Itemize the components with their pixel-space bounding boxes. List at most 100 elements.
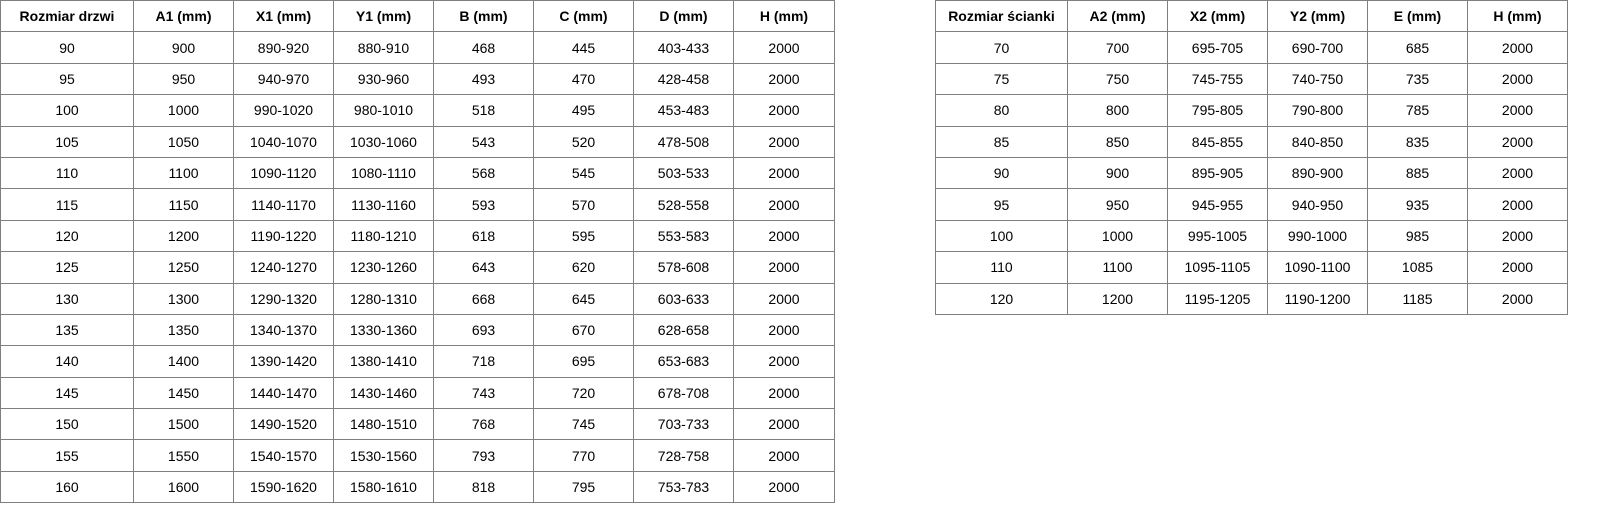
column-header: X1 (mm) [233,0,334,33]
table-cell: 1500 [133,408,234,441]
table-cell: 545 [533,156,634,190]
table-cell: 950 [1067,188,1168,221]
table-cell: 1250 [133,251,234,284]
table-cell: 2000 [1467,188,1568,221]
table-cell: 890-900 [1267,156,1368,190]
table-cell: 2000 [1467,62,1568,96]
table-cell: 703-733 [633,408,734,441]
table-cell: 745 [533,408,634,441]
table-cell: 1190-1220 [233,219,334,253]
table-cell: 668 [433,282,534,315]
table-cell: 75 [935,62,1068,96]
table-cell: 1450 [133,376,234,410]
table-row: 100 1000 995-1005 990-1000 985 2000 [935,219,1568,253]
table-cell: 2000 [733,345,835,378]
column-header: Y2 (mm) [1267,0,1368,33]
table-cell: 643 [433,251,534,284]
table-cell: 493 [433,62,534,96]
table-cell: 1080-1110 [333,156,434,190]
table-cell: 2000 [733,94,835,127]
table-row: 130 1300 1290-1320 1280-1310 668 645 603-633 20… [0,282,835,315]
column-header: Rozmiar drzwi [0,0,134,33]
table-cell: 1150 [133,188,234,221]
table-cell: 1200 [133,219,234,253]
table-cell: 520 [533,125,634,158]
table-cell: 120 [0,219,134,253]
table-cell: 2000 [1467,219,1568,253]
table-cell: 620 [533,251,634,284]
table-cell: 768 [433,408,534,441]
table-cell: 985 [1367,219,1468,253]
table-cell: 453-483 [633,94,734,127]
table-cell: 753-783 [633,470,734,504]
table-cell: 1340-1370 [233,313,334,347]
table-cell: 693 [433,313,534,347]
table-cell: 785 [1367,94,1468,127]
table-cell: 1040-1070 [233,125,334,158]
table-cell: 1540-1570 [233,439,334,472]
column-header: D (mm) [633,0,734,33]
column-header: B (mm) [433,0,534,33]
table-cell: 1000 [133,94,234,127]
table-cell: 70 [935,31,1068,64]
table-cell: 945-955 [1167,188,1268,221]
table-cell: 150 [0,408,134,441]
table-cell: 1400 [133,345,234,378]
table-cell: 1350 [133,313,234,347]
table-cell: 2000 [1467,94,1568,127]
table-cell: 1390-1420 [233,345,334,378]
table-cell: 670 [533,313,634,347]
table-cell: 795-805 [1167,94,1268,127]
table-row: 75 750 745-755 740-750 735 2000 [935,62,1568,96]
table-cell: 950 [133,62,234,96]
table-cell: 1590-1620 [233,470,334,504]
table-cell: 718 [433,345,534,378]
table-cell: 518 [433,94,534,127]
table-cell: 880-910 [333,31,434,64]
table-row: 120 1200 1190-1220 1180-1210 618 595 553-583 20… [0,219,835,253]
table-cell: 1100 [133,156,234,190]
table-cell: 2000 [733,219,835,253]
column-header: Y1 (mm) [333,0,434,33]
table-cell: 845-855 [1167,125,1268,158]
table-cell: 2000 [733,188,835,221]
table-cell: 140 [0,345,134,378]
table-cell: 2000 [1467,251,1568,284]
table-cell: 1240-1270 [233,251,334,284]
table-cell: 1200 [1067,282,1168,315]
table-cell: 690-700 [1267,31,1368,64]
table-cell: 795 [533,470,634,504]
table-cell: 1090-1120 [233,156,334,190]
table-cell: 2000 [733,408,835,441]
column-header: A1 (mm) [133,0,234,33]
table-header-row: Rozmiar ścianki A2 (mm) X2 (mm) Y2 (mm) E (m… [935,0,1568,33]
table-cell: 900 [1067,156,1168,190]
table-row: 140 1400 1390-1420 1380-1410 718 695 653-683 20… [0,345,835,378]
table-cell: 990-1020 [233,94,334,127]
table-cell: 750 [1067,62,1168,96]
table-row: 115 1150 1140-1170 1130-1160 593 570 528-558 20… [0,188,835,221]
table-cell: 445 [533,31,634,64]
table-cell: 940-970 [233,62,334,96]
column-header: H (mm) [1467,0,1568,33]
table-cell: 1140-1170 [233,188,334,221]
table-cell: 595 [533,219,634,253]
table-cell: 85 [935,125,1068,158]
table-cell: 470 [533,62,634,96]
table-row: 135 1350 1340-1370 1330-1360 693 670 628-658 20… [0,313,835,347]
table-cell: 720 [533,376,634,410]
table-cell: 160 [0,470,134,504]
table-cell: 2000 [733,251,835,284]
table-cell: 678-708 [633,376,734,410]
table-cell: 695-705 [1167,31,1268,64]
table-cell: 770 [533,439,634,472]
table-cell: 1085 [1367,251,1468,284]
table-cell: 95 [935,188,1068,221]
table-cell: 2000 [733,282,835,315]
wall-size-table: Rozmiar ścianki A2 (mm) X2 (mm) Y2 (mm) E (m… [935,0,1568,315]
table-cell: 120 [935,282,1068,315]
table-cell: 900 [133,31,234,64]
table-cell: 818 [433,470,534,504]
table-cell: 1600 [133,470,234,504]
table-cell: 1290-1320 [233,282,334,315]
